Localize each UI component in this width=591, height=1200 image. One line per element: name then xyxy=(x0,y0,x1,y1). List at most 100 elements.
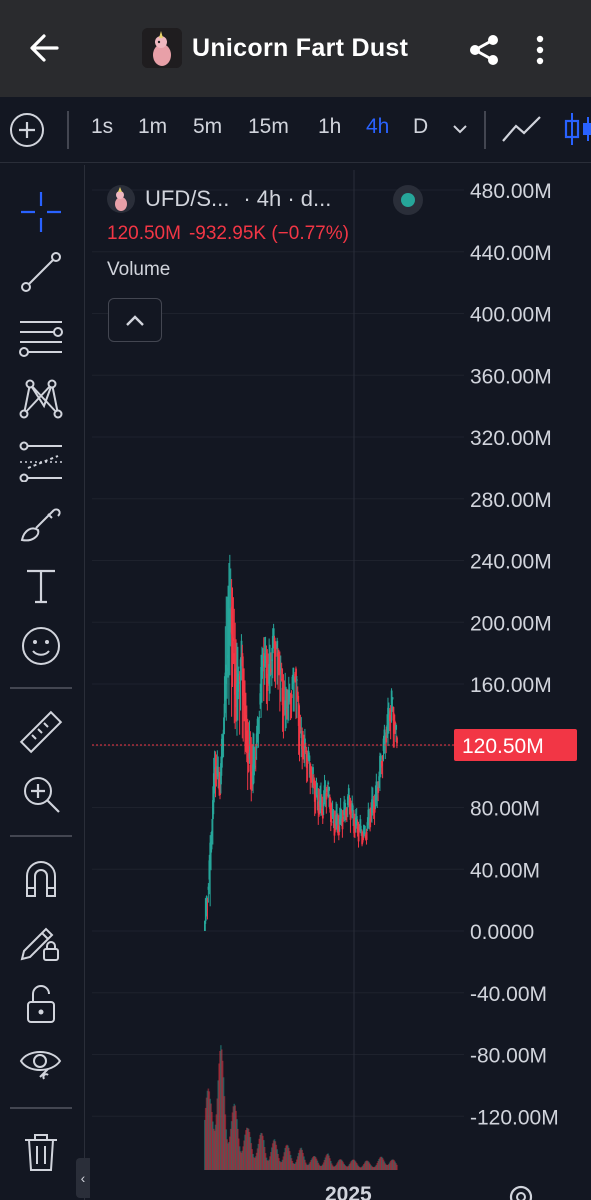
volume-bar xyxy=(363,1164,365,1170)
chart-type-line-button[interactable] xyxy=(500,111,544,147)
interval-5m[interactable]: 5m xyxy=(193,115,223,138)
zoom-in-tool[interactable] xyxy=(16,769,66,819)
volume-bar xyxy=(382,1159,385,1170)
candle-body xyxy=(207,886,210,890)
volume-bar xyxy=(321,1164,324,1170)
volume-bar xyxy=(308,1163,311,1170)
market-status-indicator[interactable] xyxy=(393,185,423,215)
volume-bar xyxy=(338,1160,340,1170)
volume-bar xyxy=(369,1163,371,1170)
volume-bar xyxy=(294,1163,296,1170)
text-tool[interactable] xyxy=(16,561,66,611)
volume-bar xyxy=(223,1096,226,1170)
interval-1s[interactable]: 1s xyxy=(91,115,114,138)
candle-body xyxy=(331,810,334,817)
ruler-tool[interactable] xyxy=(16,707,66,757)
candle-body xyxy=(212,773,215,803)
candle-body xyxy=(205,896,208,911)
volume-bar xyxy=(366,1160,369,1170)
emoji-tool[interactable] xyxy=(16,621,66,671)
candle-body xyxy=(241,653,244,667)
volume-bar xyxy=(321,1165,323,1170)
candle-body xyxy=(265,668,268,679)
volume-bar xyxy=(338,1159,341,1170)
visibility-tool[interactable] xyxy=(16,1037,66,1087)
candle-body xyxy=(244,699,247,706)
eye-icon xyxy=(19,1051,62,1080)
volume-bar xyxy=(212,1121,214,1170)
volume-bar xyxy=(380,1156,383,1170)
legend-price: 120.50M xyxy=(107,223,181,244)
ruler-icon xyxy=(19,710,63,754)
candle-body xyxy=(276,640,279,650)
chart-type-candle-button[interactable] xyxy=(562,111,591,147)
brush-tool[interactable] xyxy=(16,499,66,549)
fib-levels-tool[interactable] xyxy=(16,311,66,361)
volume-bar xyxy=(365,1160,368,1170)
volume-bar xyxy=(305,1164,308,1170)
volume-bar xyxy=(205,1097,208,1170)
interval-4h[interactable]: 4h xyxy=(366,115,390,138)
share-button[interactable] xyxy=(462,28,506,72)
candle-body xyxy=(215,771,218,780)
candle-body xyxy=(347,788,350,803)
volume-bar xyxy=(214,1124,217,1170)
volume-bar xyxy=(264,1153,267,1170)
more-options-button[interactable] xyxy=(522,28,558,72)
volume-bar xyxy=(271,1147,273,1170)
candle-body xyxy=(369,818,372,828)
intervals-dropdown-button[interactable] xyxy=(450,119,470,139)
indicator-name[interactable]: Volume xyxy=(107,259,171,280)
volume-bar xyxy=(339,1159,342,1170)
volume-bar xyxy=(323,1159,326,1170)
legend-change: -932.95K (−0.77%) xyxy=(188,223,349,244)
volume-bar xyxy=(328,1155,330,1170)
volume-bar xyxy=(319,1165,321,1170)
volume-bar xyxy=(240,1152,243,1170)
interval-1m[interactable]: 1m xyxy=(138,115,168,138)
candle-body xyxy=(208,860,211,880)
volume-bar xyxy=(346,1166,348,1170)
candle-body xyxy=(360,829,363,832)
volume-bar xyxy=(254,1157,256,1170)
volume-bar xyxy=(204,1107,207,1170)
candle-body xyxy=(362,832,364,841)
unlock-tool[interactable] xyxy=(16,979,66,1029)
toolbar-collapse-tab[interactable]: ‹ xyxy=(76,1158,90,1198)
crosshair-tool[interactable] xyxy=(16,187,66,237)
price-chart[interactable]: 480.00M 440.00M 400.00M 360.00M 320.00M 280.0… xyxy=(92,170,591,1170)
price-axis-label: 200.00M xyxy=(470,612,552,635)
interval-1h[interactable]: 1h xyxy=(318,115,342,138)
magnet-tool[interactable] xyxy=(16,853,66,903)
remove-drawings-button[interactable] xyxy=(16,1127,66,1177)
pattern-icon xyxy=(19,379,63,419)
candle-body xyxy=(370,815,372,818)
volume-bar xyxy=(329,1160,332,1170)
interval-d[interactable]: D xyxy=(413,115,429,138)
volume-bar xyxy=(230,1121,233,1170)
volume-bar xyxy=(249,1137,252,1170)
volume-bar xyxy=(349,1162,352,1170)
interval-15m[interactable]: 15m xyxy=(248,115,289,138)
candle-body xyxy=(392,707,395,721)
volume-bar xyxy=(395,1163,397,1170)
volume-bar xyxy=(268,1159,270,1170)
add-indicator-button[interactable] xyxy=(10,113,44,147)
candle-body xyxy=(219,781,221,796)
candle-body xyxy=(286,709,289,720)
candle-body xyxy=(221,734,224,751)
volume-bar xyxy=(307,1164,310,1170)
chart-canvas[interactable]: 480.00M 440.00M 400.00M 360.00M 320.00M 280.0… xyxy=(92,170,591,1170)
candle-body xyxy=(254,757,257,759)
projection-tool[interactable] xyxy=(16,435,66,485)
pattern-tool[interactable] xyxy=(16,373,66,423)
candle-body xyxy=(296,679,298,681)
volume-bar xyxy=(206,1090,209,1170)
candle-body xyxy=(380,761,383,766)
symbol-name[interactable]: UFD/S... xyxy=(145,186,230,211)
lock-drawing-tool[interactable] xyxy=(16,915,66,965)
trend-line-tool[interactable] xyxy=(16,247,66,297)
back-button[interactable] xyxy=(20,26,68,70)
legend-collapse-button[interactable] xyxy=(108,298,162,342)
settings-button[interactable] xyxy=(506,1182,536,1200)
